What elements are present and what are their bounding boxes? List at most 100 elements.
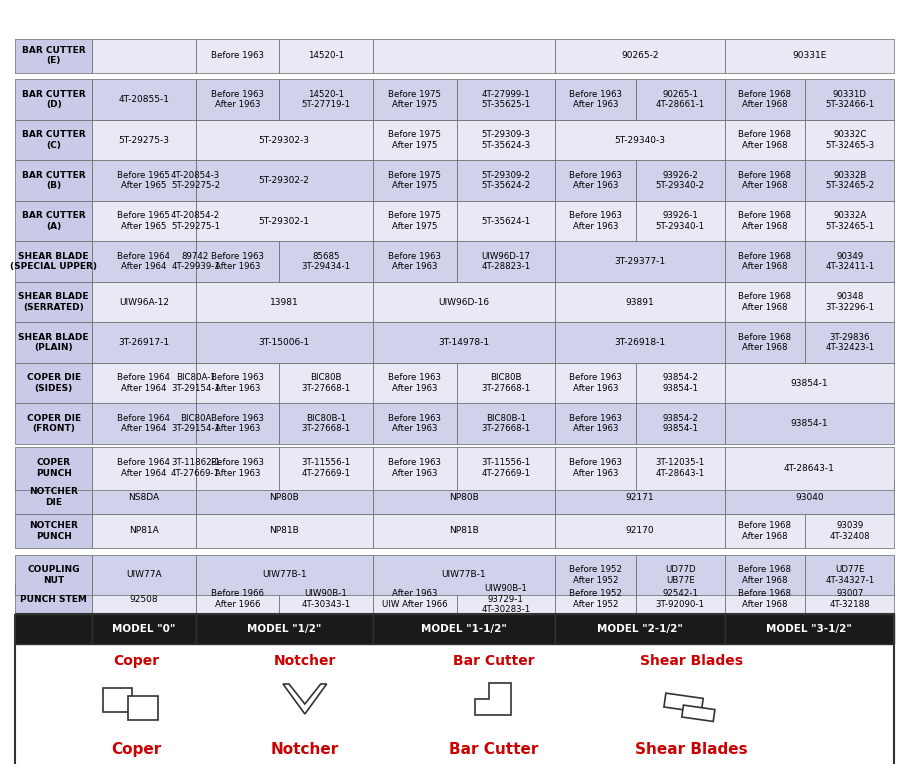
Bar (196, 363, 280, 403)
Bar (805, 241, 894, 282)
Text: Before 1968
After 1968: Before 1968 After 1968 (739, 131, 791, 150)
Text: Before 1968
After 1968: Before 1968 After 1968 (739, 293, 791, 312)
Bar (373, 555, 555, 595)
Bar (196, 481, 373, 514)
Text: UIW77A: UIW77A (126, 571, 161, 579)
Text: 90332A
5T-32465-1: 90332A 5T-32465-1 (825, 212, 874, 231)
Text: 3T-26917-1: 3T-26917-1 (118, 338, 170, 347)
Bar (456, 79, 555, 120)
Text: 5T-29309-2
5T-35624-2: 5T-29309-2 5T-35624-2 (482, 171, 530, 190)
Text: UIW77B-1: UIW77B-1 (442, 571, 486, 579)
Bar (373, 79, 456, 120)
Bar (373, 363, 456, 403)
Text: Before 1963
After 1963: Before 1963 After 1963 (211, 252, 264, 271)
Bar (456, 160, 555, 201)
Text: 5T-29302-1: 5T-29302-1 (259, 216, 309, 225)
Bar (456, 201, 555, 241)
Text: 4T-20854-3
5T-29275-2: 4T-20854-3 5T-29275-2 (170, 171, 220, 190)
Text: Before 1968
After 1968: Before 1968 After 1968 (739, 212, 791, 231)
Bar (280, 363, 373, 403)
Text: Before 1968
After 1968: Before 1968 After 1968 (739, 590, 791, 609)
Text: PUNCH STEM: PUNCH STEM (20, 594, 87, 604)
FancyBboxPatch shape (128, 696, 158, 720)
Bar (555, 201, 636, 241)
Bar (92, 363, 196, 403)
Text: Before 1963
After 1963: Before 1963 After 1963 (211, 374, 264, 393)
Text: 5T-29340-3: 5T-29340-3 (614, 135, 666, 144)
Bar (15, 282, 92, 322)
Bar (724, 614, 894, 644)
Bar (555, 481, 724, 514)
Text: Before 1963
After 1963: Before 1963 After 1963 (211, 414, 264, 433)
Text: 93007
4T-32188: 93007 4T-32188 (830, 590, 870, 609)
Text: Before 1968
After 1968: Before 1968 After 1968 (739, 565, 791, 584)
Bar (456, 241, 555, 282)
Text: SHEAR BLADE
(SERRATED): SHEAR BLADE (SERRATED) (18, 293, 89, 312)
Text: Before 1963
After 1963: Before 1963 After 1963 (569, 458, 622, 478)
Bar (373, 514, 555, 548)
Text: NP80B: NP80B (449, 493, 479, 502)
Bar (92, 79, 196, 120)
Text: UIW90B-1
93729-1
4T-30283-1: UIW90B-1 93729-1 4T-30283-1 (482, 584, 530, 614)
Bar (92, 39, 196, 73)
Text: Before 1975
After 1975: Before 1975 After 1975 (388, 171, 441, 190)
Bar (805, 201, 894, 241)
Bar (555, 584, 636, 614)
Text: After 1963
UIW After 1966: After 1963 UIW After 1966 (382, 590, 447, 609)
Text: 14520-1: 14520-1 (308, 51, 345, 60)
Text: 92542-1
3T-92090-1: 92542-1 3T-92090-1 (656, 590, 704, 609)
Bar (196, 120, 373, 160)
Bar (92, 614, 196, 644)
Text: Before 1963
After 1963: Before 1963 After 1963 (388, 458, 441, 478)
Bar (196, 282, 373, 322)
Bar (724, 241, 805, 282)
Text: 3T-11862-1
4T-27669-1: 3T-11862-1 4T-27669-1 (170, 458, 220, 478)
Bar (724, 363, 894, 403)
Bar (636, 363, 724, 403)
Bar (196, 614, 373, 644)
Bar (724, 282, 805, 322)
Text: BAR CUTTER
(B): BAR CUTTER (B) (22, 171, 86, 190)
Bar (724, 322, 805, 363)
Text: Before 1963
After 1963: Before 1963 After 1963 (388, 374, 441, 393)
Bar (373, 241, 456, 282)
Text: Before 1975
After 1975: Before 1975 After 1975 (388, 212, 441, 231)
Bar (92, 514, 196, 548)
Bar (555, 160, 636, 201)
Bar (555, 447, 636, 490)
Text: Before 1952
After 1952: Before 1952 After 1952 (569, 565, 622, 584)
Text: Bar Cutter: Bar Cutter (453, 654, 534, 668)
Text: 4T-20855-1: 4T-20855-1 (118, 95, 170, 104)
Text: 92508: 92508 (130, 594, 158, 604)
Text: MODEL "3-1/2": MODEL "3-1/2" (767, 624, 852, 634)
Text: 5T-29302-3: 5T-29302-3 (259, 135, 309, 144)
Text: Before 1968
After 1968: Before 1968 After 1968 (739, 521, 791, 541)
Bar (196, 201, 373, 241)
Text: NS8DA: NS8DA (128, 493, 160, 502)
Bar (196, 322, 373, 363)
Bar (805, 282, 894, 322)
Bar (636, 403, 724, 444)
Bar (555, 614, 724, 644)
Text: Shear Blades: Shear Blades (635, 742, 748, 757)
Text: Before 1963
After 1963: Before 1963 After 1963 (211, 458, 264, 478)
Text: 93040: 93040 (795, 493, 824, 502)
Bar (196, 241, 280, 282)
Text: MODEL "1/2": MODEL "1/2" (247, 624, 321, 634)
Text: BAR CUTTER
(C): BAR CUTTER (C) (22, 131, 86, 150)
Text: SHEAR BLADE
(SPECIAL UPPER): SHEAR BLADE (SPECIAL UPPER) (10, 252, 97, 271)
Bar (373, 120, 456, 160)
Text: 93854-1: 93854-1 (790, 419, 828, 428)
Bar (92, 481, 196, 514)
Text: NOTCHER
PUNCH: NOTCHER PUNCH (29, 521, 78, 541)
Bar (456, 447, 555, 490)
Bar (15, 514, 92, 548)
Text: Before 1975
After 1975: Before 1975 After 1975 (388, 90, 441, 109)
Text: Before 1968
After 1968: Before 1968 After 1968 (739, 333, 791, 352)
Bar (373, 481, 555, 514)
Bar (92, 403, 196, 444)
Text: Before 1963
After 1963: Before 1963 After 1963 (569, 171, 622, 190)
Bar (805, 555, 894, 595)
Bar (805, 322, 894, 363)
Bar (636, 447, 724, 490)
